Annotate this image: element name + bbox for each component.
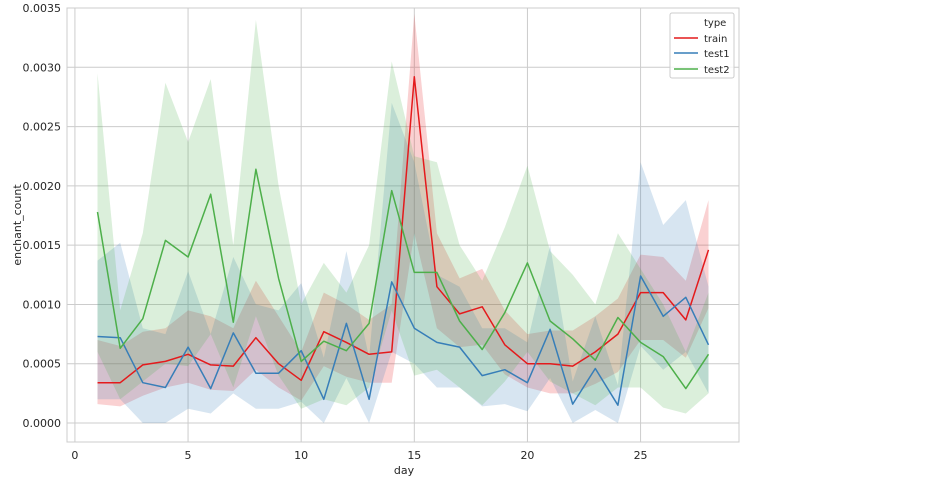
y-tick-label: 0.0010 — [23, 298, 62, 311]
band-test1 — [97, 102, 709, 424]
plot-area — [67, 8, 739, 442]
series-lines — [96, 76, 710, 406]
x-tick-label: 25 — [634, 449, 648, 462]
legend-title: type — [704, 18, 726, 29]
y-tick-label: 0.0000 — [23, 417, 62, 430]
x-tick-label: 0 — [71, 449, 78, 462]
x-tick-label: 20 — [520, 449, 534, 462]
x-tick-label: 15 — [407, 449, 421, 462]
y-tick-label: 0.0005 — [23, 358, 62, 371]
y-tick-label: 0.0015 — [23, 239, 62, 252]
x-tick-label: 5 — [185, 449, 192, 462]
y-tick-label: 0.0020 — [23, 180, 62, 193]
series-line-train — [97, 76, 710, 384]
series-line-test1 — [97, 275, 710, 406]
legend-label-train: train — [704, 34, 727, 45]
legend-label-test2: test2 — [704, 65, 730, 76]
y-axis-label: enchant_count — [11, 184, 24, 266]
y-tick-label: 0.0025 — [23, 121, 62, 134]
y-axis-ticks: 0.0000 0.0005 0.0010 0.0015 0.0020 0.0025 0.00… — [23, 2, 62, 430]
y-tick-label: 0.0035 — [23, 2, 62, 15]
legend: type train test1 test2 — [669, 12, 735, 79]
legend-label-test1: test1 — [704, 49, 730, 60]
plot-frame — [66, 7, 740, 443]
series-line-test2 — [96, 168, 710, 390]
x-axis-label: day — [394, 464, 415, 477]
legend-box — [669, 12, 735, 79]
x-axis-ticks: 0 5 10 15 20 25 — [71, 449, 647, 462]
y-tick-label: 0.0030 — [23, 61, 62, 74]
x-tick-label: 10 — [294, 449, 308, 462]
